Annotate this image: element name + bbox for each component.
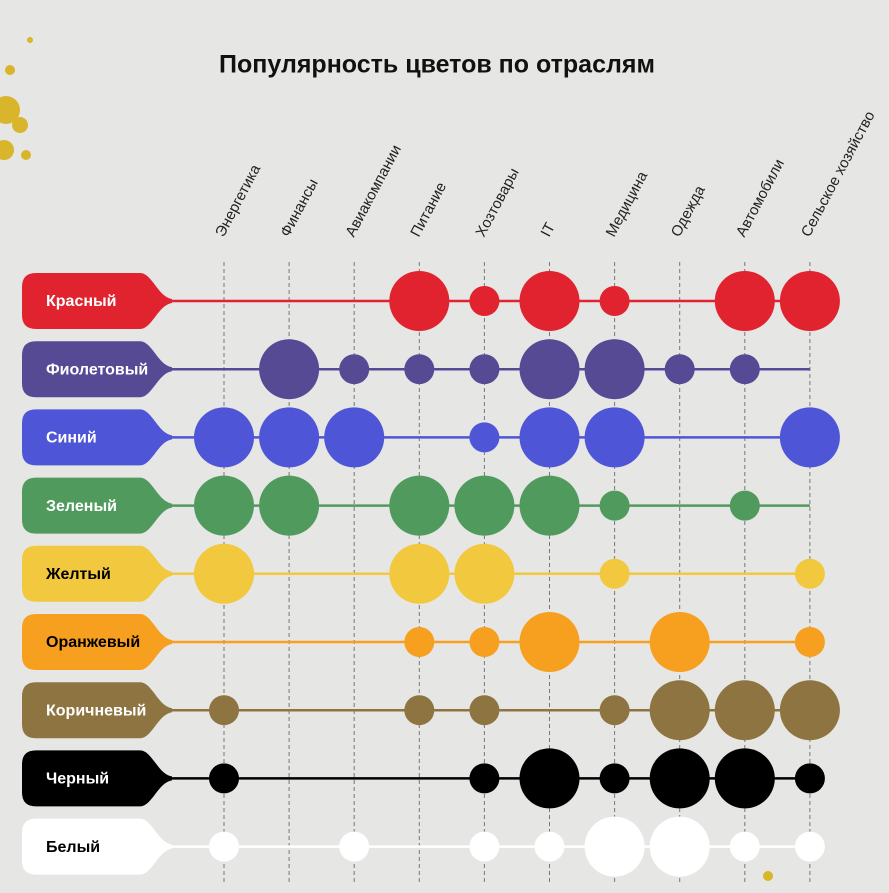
chart-title: Популярность цветов по отраслям (219, 51, 655, 79)
bubble (469, 763, 500, 794)
series-row: Коричневый (22, 680, 840, 741)
bubble (714, 748, 775, 809)
bubble (714, 680, 775, 741)
bubble (599, 763, 630, 794)
bubble (209, 695, 239, 726)
bubble (519, 475, 580, 536)
legend-label: Белый (46, 839, 100, 856)
bubble (339, 354, 370, 385)
bubble (209, 831, 239, 862)
bubble (649, 816, 710, 877)
bubble (729, 490, 760, 521)
bubble (194, 407, 254, 468)
bubble (584, 339, 645, 400)
bubble (664, 354, 695, 385)
bubble (404, 627, 435, 657)
bubble (404, 695, 435, 726)
series-row: Красный (22, 271, 840, 331)
bubble (389, 271, 450, 331)
legend-label: Зеленый (46, 498, 117, 515)
label-pill (22, 750, 172, 807)
bubble (599, 695, 630, 726)
series-row: Зеленый (22, 475, 810, 536)
bubble (649, 748, 710, 809)
bubble (469, 627, 500, 657)
bubble (779, 271, 840, 331)
bubble (794, 831, 825, 862)
series-row: Фиолетовый (22, 339, 810, 400)
bubble (519, 612, 580, 672)
label-pill (22, 477, 172, 534)
bubble (389, 475, 450, 536)
legend-label: Черный (46, 771, 109, 788)
bubble (794, 627, 825, 657)
bubble (599, 558, 630, 589)
bubble (259, 339, 320, 400)
bubble (794, 558, 825, 589)
bubble (469, 286, 500, 316)
bubble (599, 286, 630, 316)
bubble (389, 543, 450, 604)
bubble (469, 354, 500, 385)
bubble (519, 407, 580, 468)
bubble (259, 475, 320, 536)
bubble (454, 475, 515, 536)
bubble (469, 831, 500, 862)
bubble (404, 354, 435, 385)
legend-label: Желтый (45, 566, 111, 583)
bubble (339, 831, 370, 862)
label-pill (22, 818, 172, 875)
label-pill (22, 682, 172, 739)
bubble (794, 763, 825, 794)
bubble (469, 695, 500, 726)
bubble (194, 543, 254, 604)
series-row: Желтый (22, 543, 825, 604)
bubble (519, 271, 580, 331)
bubble (779, 407, 840, 468)
label-pill (22, 273, 172, 329)
bubble (779, 680, 840, 741)
bubble (729, 831, 760, 862)
legend-label: Оранжевый (46, 634, 140, 651)
decoration (0, 37, 773, 881)
bubble (584, 407, 645, 468)
label-pill (22, 409, 172, 466)
legend-label: Коричневый (46, 702, 146, 719)
bubble (649, 680, 710, 741)
bubble (729, 354, 760, 385)
bubble (454, 543, 515, 604)
bubble (469, 422, 500, 453)
legend-label: Фиолетовый (46, 361, 148, 378)
bubble (714, 271, 775, 331)
bubble (194, 475, 254, 536)
label-pill (22, 614, 172, 670)
bubble (209, 763, 239, 794)
series-row: Синий (22, 407, 840, 468)
legend-label: Синий (46, 430, 97, 447)
series-row: Черный (22, 748, 825, 809)
bubble (519, 748, 580, 809)
bubble (584, 816, 645, 877)
bubble (259, 407, 320, 468)
bubble (519, 339, 580, 400)
bubble (324, 407, 385, 468)
legend-label: Красный (46, 293, 117, 310)
bubble (534, 831, 565, 862)
series-row: Оранжевый (22, 612, 825, 672)
series-row: Белый (22, 816, 825, 877)
bubble (599, 490, 630, 521)
label-pill (22, 341, 172, 398)
label-pill (22, 545, 172, 602)
bubble (649, 612, 710, 672)
